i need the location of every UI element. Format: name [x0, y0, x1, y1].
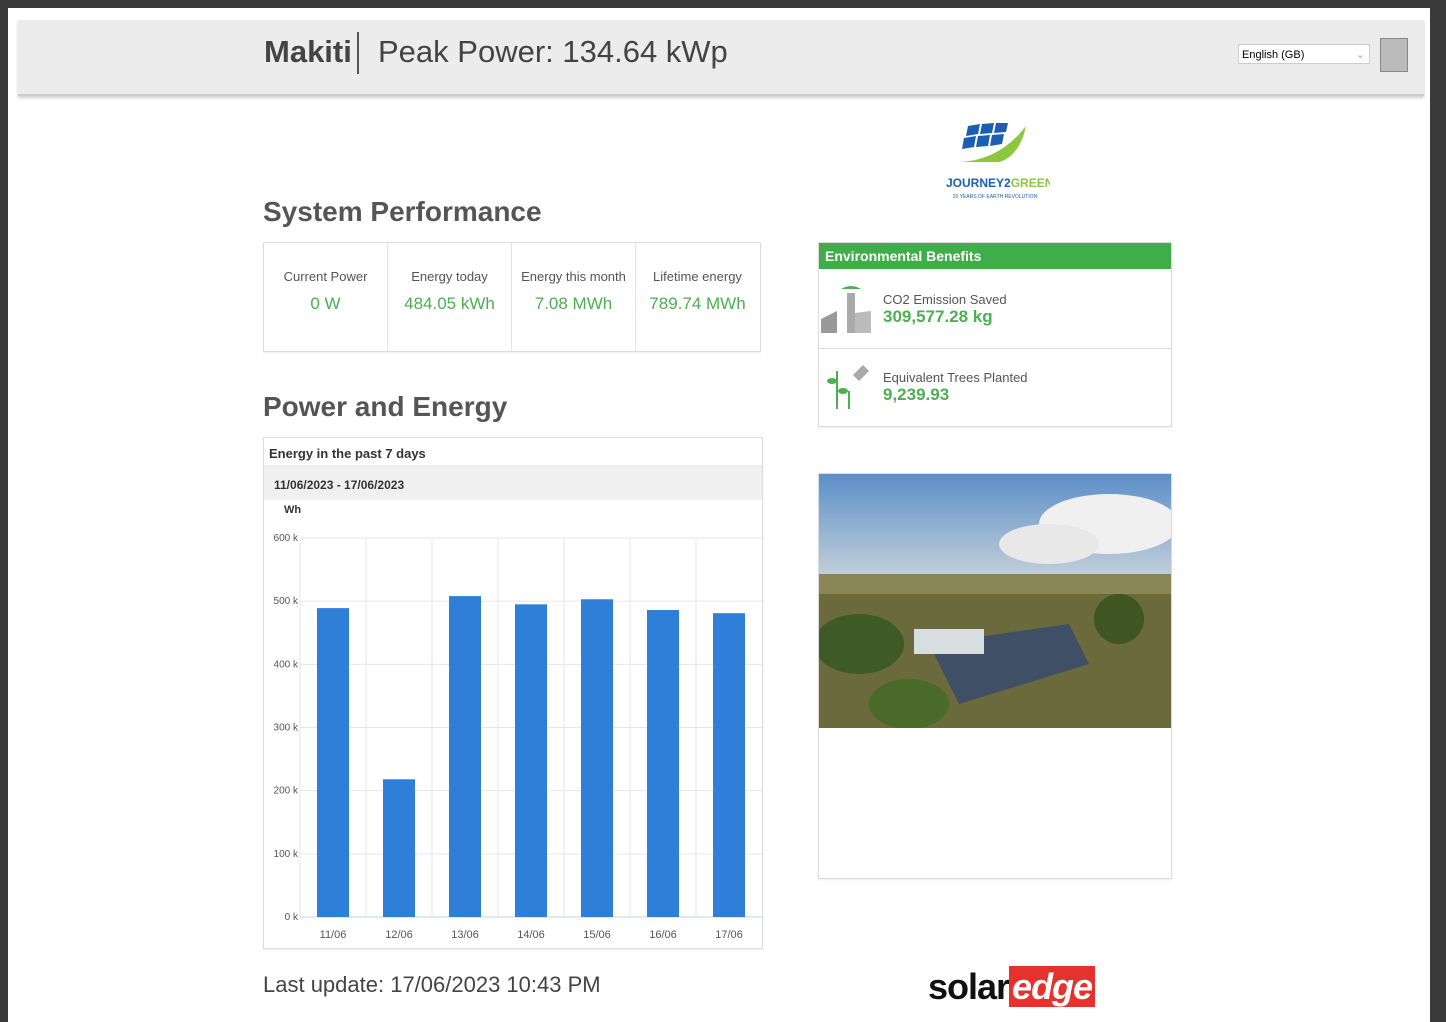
last-update: Last update: 17/06/2023 10:43 PM — [263, 972, 601, 998]
y-tick-label: 100 k — [274, 849, 299, 860]
chart-title: Energy in the past 7 days — [269, 446, 426, 461]
brand-right: edge — [1009, 966, 1095, 1007]
section-title: System Performance — [263, 196, 542, 228]
performance-label: Energy this month — [512, 269, 635, 284]
y-tick-label: 300 k — [274, 723, 299, 734]
peak-power: Peak Power: 134.64 kWp — [378, 34, 728, 70]
bar — [581, 599, 613, 917]
bar — [647, 610, 679, 917]
separator — [819, 348, 1171, 349]
logo-name-left: JOURNEY2 — [946, 176, 1011, 190]
site-photo — [819, 474, 1171, 728]
chart: Energy in the past 7 days 11/06/2023 - 1… — [263, 437, 763, 949]
y-axis-unit: Wh — [284, 504, 301, 516]
factory-icon — [821, 283, 877, 335]
y-tick-label: 500 k — [274, 596, 299, 607]
header: Makiti Peak Power: 134.64 kWp English (G… — [18, 20, 1424, 96]
y-tick-label: 400 k — [274, 659, 299, 670]
x-tick-label: 13/06 — [451, 929, 479, 941]
performance-value: 0 W — [264, 294, 387, 314]
performance-label: Current Power — [264, 269, 387, 284]
performance-item: Current Power 0 W — [264, 243, 388, 351]
tree-icon — [823, 361, 873, 413]
panel — [976, 135, 990, 147]
fullscreen-button[interactable] — [1380, 38, 1408, 72]
panel — [990, 134, 1004, 146]
trees-value: 9,239.93 — [883, 385, 1028, 405]
environment-card: Environmental Benefits CO2 Emission Save… — [818, 242, 1172, 427]
x-tick-label: 16/06 — [649, 929, 677, 941]
brand-left: solar — [928, 966, 1009, 1007]
language-select[interactable]: English (GB) ⌄ — [1238, 44, 1370, 64]
logo-name: JOURNEY2GREEN — [946, 176, 1050, 190]
performance-value: 7.08 MWh — [512, 294, 635, 314]
panel — [966, 124, 980, 136]
dropdown-arrow: ⌄ — [1356, 45, 1365, 65]
y-tick-label: 200 k — [274, 786, 299, 797]
x-tick-label: 11/06 — [320, 929, 347, 941]
x-tick-label: 12/06 — [385, 929, 413, 941]
solaredge-logo: solaredge — [928, 966, 1095, 1008]
x-tick-label: 15/06 — [583, 929, 611, 941]
site-image-card — [818, 473, 1172, 879]
chart-subtitle: 11/06/2023 - 17/06/2023 — [274, 478, 404, 492]
bar — [713, 613, 745, 917]
logo-tagline: 20 YEARS OF EARTH REVOLUTION — [953, 194, 1038, 200]
bar — [449, 596, 481, 917]
bar — [383, 779, 415, 917]
performance-item: Energy this month 7.08 MWh — [512, 243, 636, 351]
performance-value: 789.74 MWh — [636, 294, 759, 314]
logo-name-right: GREEN — [1011, 176, 1050, 190]
panel — [994, 123, 1008, 133]
page-frame: Makiti Peak Power: 134.64 kWp English (G… — [0, 0, 1446, 1022]
divider — [357, 32, 359, 74]
section-title: Power and Energy — [263, 391, 507, 423]
co2-value: 309,577.28 kg — [883, 307, 1007, 327]
panel — [980, 123, 994, 134]
panel — [962, 136, 976, 149]
journey2green-logo: JOURNEY2GREEN 20 YEARS OF EARTH REVOLUTI… — [940, 120, 1050, 205]
performance-label: Energy today — [388, 269, 511, 284]
x-tick-label: 14/06 — [517, 929, 545, 941]
site-name: Makiti — [264, 34, 352, 70]
y-tick-label: 600 k — [274, 533, 299, 544]
bar — [317, 608, 349, 917]
bar — [515, 604, 547, 917]
environment-header: Environmental Benefits — [819, 243, 1171, 269]
performance-item: Lifetime energy 789.74 MWh — [636, 243, 759, 351]
x-tick-label: 17/06 — [715, 929, 743, 941]
trees-label: Equivalent Trees Planted — [883, 370, 1028, 385]
performance-label: Lifetime energy — [636, 269, 759, 284]
performance-value: 484.05 kWh — [388, 294, 511, 314]
performance-item: Energy today 484.05 kWh — [388, 243, 512, 351]
co2-label: CO2 Emission Saved — [883, 292, 1007, 307]
y-tick-label: 0 k — [285, 912, 299, 923]
language: English (GB) — [1242, 49, 1304, 61]
